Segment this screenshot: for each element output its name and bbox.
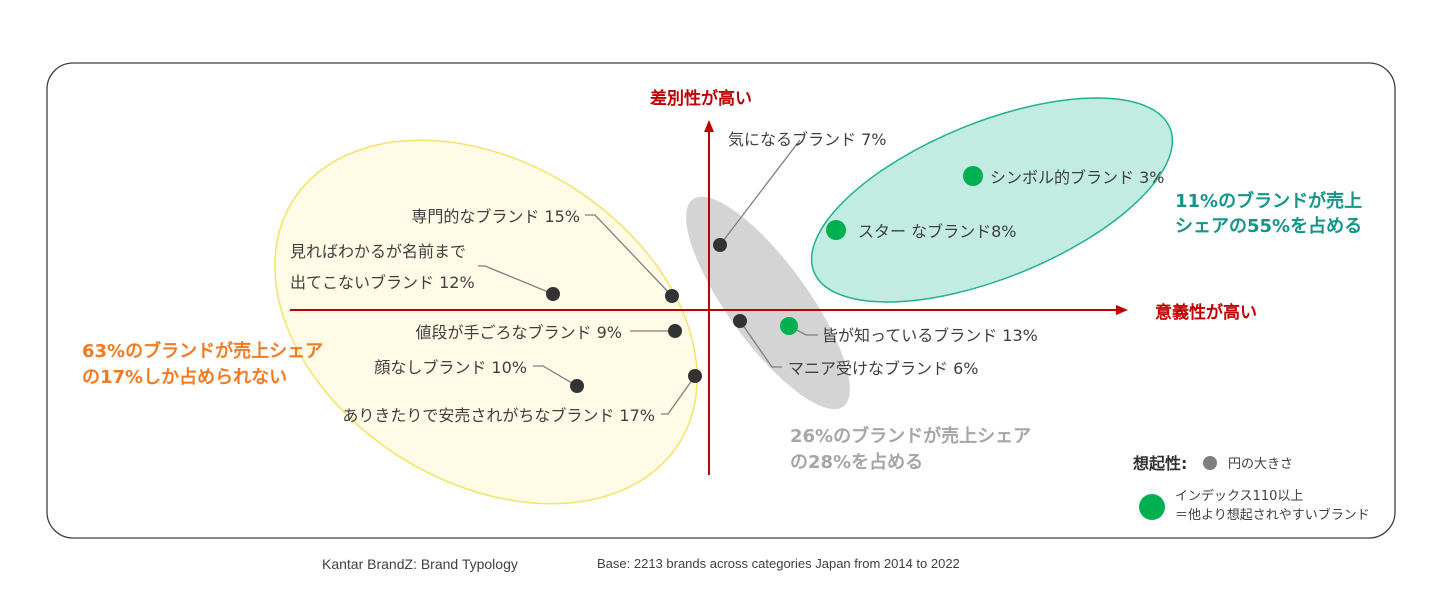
label-kininaru: 気になるブランド 7% [728, 130, 886, 149]
y-axis-arrow-icon [704, 120, 714, 132]
gray-caption-1: 26%のブランドが売上シェア [790, 425, 1031, 447]
legend-title: 想起性: [1132, 454, 1187, 473]
label-symbol: シンボル的ブランド 3% [990, 168, 1164, 187]
point-kininaru [713, 238, 727, 252]
teal-caption-2: シェアの55%を占める [1175, 215, 1362, 237]
label-nedan: 値段が手ごろなブランド 9% [416, 323, 622, 342]
point-star [826, 220, 846, 240]
point-arikitari [688, 369, 702, 383]
label-minna: 皆が知っているブランド 13% [822, 326, 1038, 345]
label-arikitari: ありきたりで安売されがちなブランド 17% [342, 406, 655, 425]
point-nedan [668, 324, 682, 338]
x-axis-label: 意義性が高い [1155, 302, 1257, 323]
label-mania: マニア受けなブランド 6% [788, 359, 978, 378]
point-kaonashi [570, 379, 584, 393]
legend-size-label: 円の大きさ [1228, 457, 1293, 472]
legend-green-label-1: インデックス110以上 [1175, 488, 1303, 504]
point-mania [733, 314, 747, 328]
point-mireba [546, 287, 560, 301]
x-axis-arrow-icon [1116, 305, 1128, 315]
legend-green-dot-icon [1139, 494, 1165, 520]
legend: 想起性: 円の大きさ インデックス110以上 ＝他より想起されやすいブランド [1132, 454, 1370, 523]
brand-points [546, 166, 983, 393]
point-senmon [665, 289, 679, 303]
point-minna [780, 317, 798, 335]
yellow-caption-1: 63%のブランドが売上シェア [82, 340, 323, 362]
teal-group-ellipse [810, 97, 1174, 303]
legend-green-label-2: ＝他より想起されやすいブランド [1175, 507, 1370, 523]
legend-gray-dot-icon [1203, 456, 1217, 470]
y-axis-label: 差別性が高い [650, 88, 752, 109]
yellow-group-ellipse [274, 139, 698, 505]
label-kaonashi: 顔なしブランド 10% [374, 358, 527, 377]
gray-group-ellipse [686, 196, 850, 410]
yellow-caption-2: の17%しか占められない [82, 366, 287, 388]
label-star: スター なブランド8% [858, 222, 1016, 241]
point-symbol [963, 166, 983, 186]
label-mireba-2: 出てこないブランド 12% [290, 273, 475, 292]
gray-caption-2: の28%を占める [790, 451, 923, 473]
label-senmon: 専門的なブランド 15% [411, 207, 580, 226]
footer-source: Kantar BrandZ: Brand Typology [322, 556, 518, 572]
label-mireba-1: 見ればわかるが名前まで [290, 242, 466, 261]
footer-base: Base: 2213 brands across categories Japa… [597, 556, 960, 571]
teal-caption-1: 11%のブランドが売上 [1175, 190, 1362, 212]
